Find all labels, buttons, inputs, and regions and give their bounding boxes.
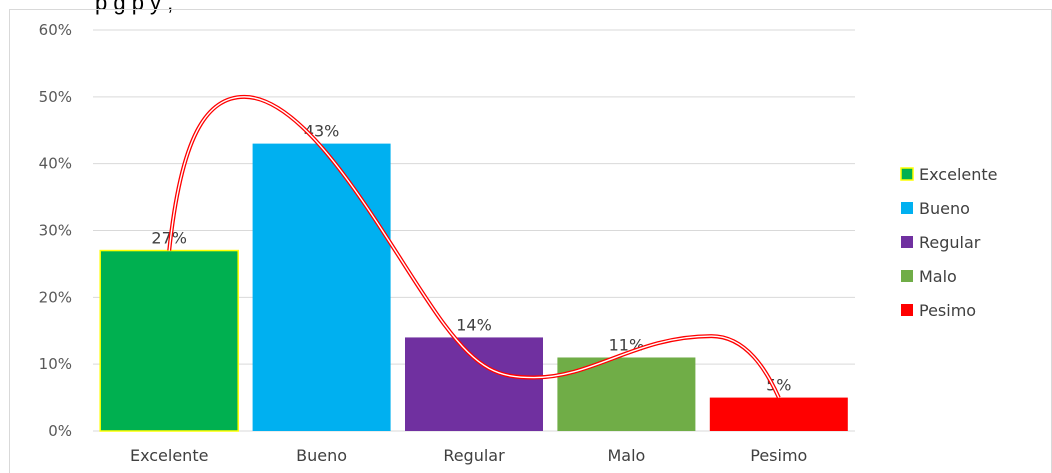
legend-entry: Regular xyxy=(919,233,981,252)
bar-regular xyxy=(405,337,543,431)
annotation-curve-inner xyxy=(168,96,780,398)
legend-swatch xyxy=(901,270,913,282)
bar-excelente xyxy=(99,249,239,432)
data-label: 14% xyxy=(456,315,492,334)
y-tick-label: 0% xyxy=(48,422,72,440)
x-axis-categories: Excelente Bueno Regular Malo Pesimo xyxy=(130,446,807,465)
x-category-label: Malo xyxy=(607,446,645,465)
annotation-curve xyxy=(167,94,781,399)
bars xyxy=(99,143,848,432)
y-tick-label: 50% xyxy=(39,88,72,106)
y-tick-label: 30% xyxy=(39,222,72,240)
legend-swatch xyxy=(900,167,914,181)
legend-entry: Bueno xyxy=(919,199,970,218)
legend-swatch xyxy=(901,304,913,316)
y-tick-label: 10% xyxy=(39,355,72,373)
x-category-label: Excelente xyxy=(130,446,208,465)
legend-swatch xyxy=(901,202,913,214)
y-tick-label: 20% xyxy=(39,288,72,306)
y-axis-ticks: 0% 10% 20% 30% 40% 50% 60% xyxy=(39,21,72,440)
legend-entry: Excelente xyxy=(919,165,997,184)
x-category-label: Regular xyxy=(443,446,505,465)
x-category-label: Pesimo xyxy=(750,446,807,465)
legend-entry: Malo xyxy=(919,267,957,286)
legend-swatch xyxy=(901,236,913,248)
legend-entry: Pesimo xyxy=(919,301,976,320)
x-category-label: Bueno xyxy=(296,446,347,465)
y-tick-label: 60% xyxy=(39,21,72,39)
bar-bueno xyxy=(252,143,391,431)
chart-title-partial: p g p y , xyxy=(95,0,174,15)
legend: Excelente Bueno Regular Malo Pesimo xyxy=(900,165,997,320)
data-label: 5% xyxy=(766,376,791,395)
bar-pesimo xyxy=(709,397,848,431)
y-tick-label: 40% xyxy=(39,155,72,173)
